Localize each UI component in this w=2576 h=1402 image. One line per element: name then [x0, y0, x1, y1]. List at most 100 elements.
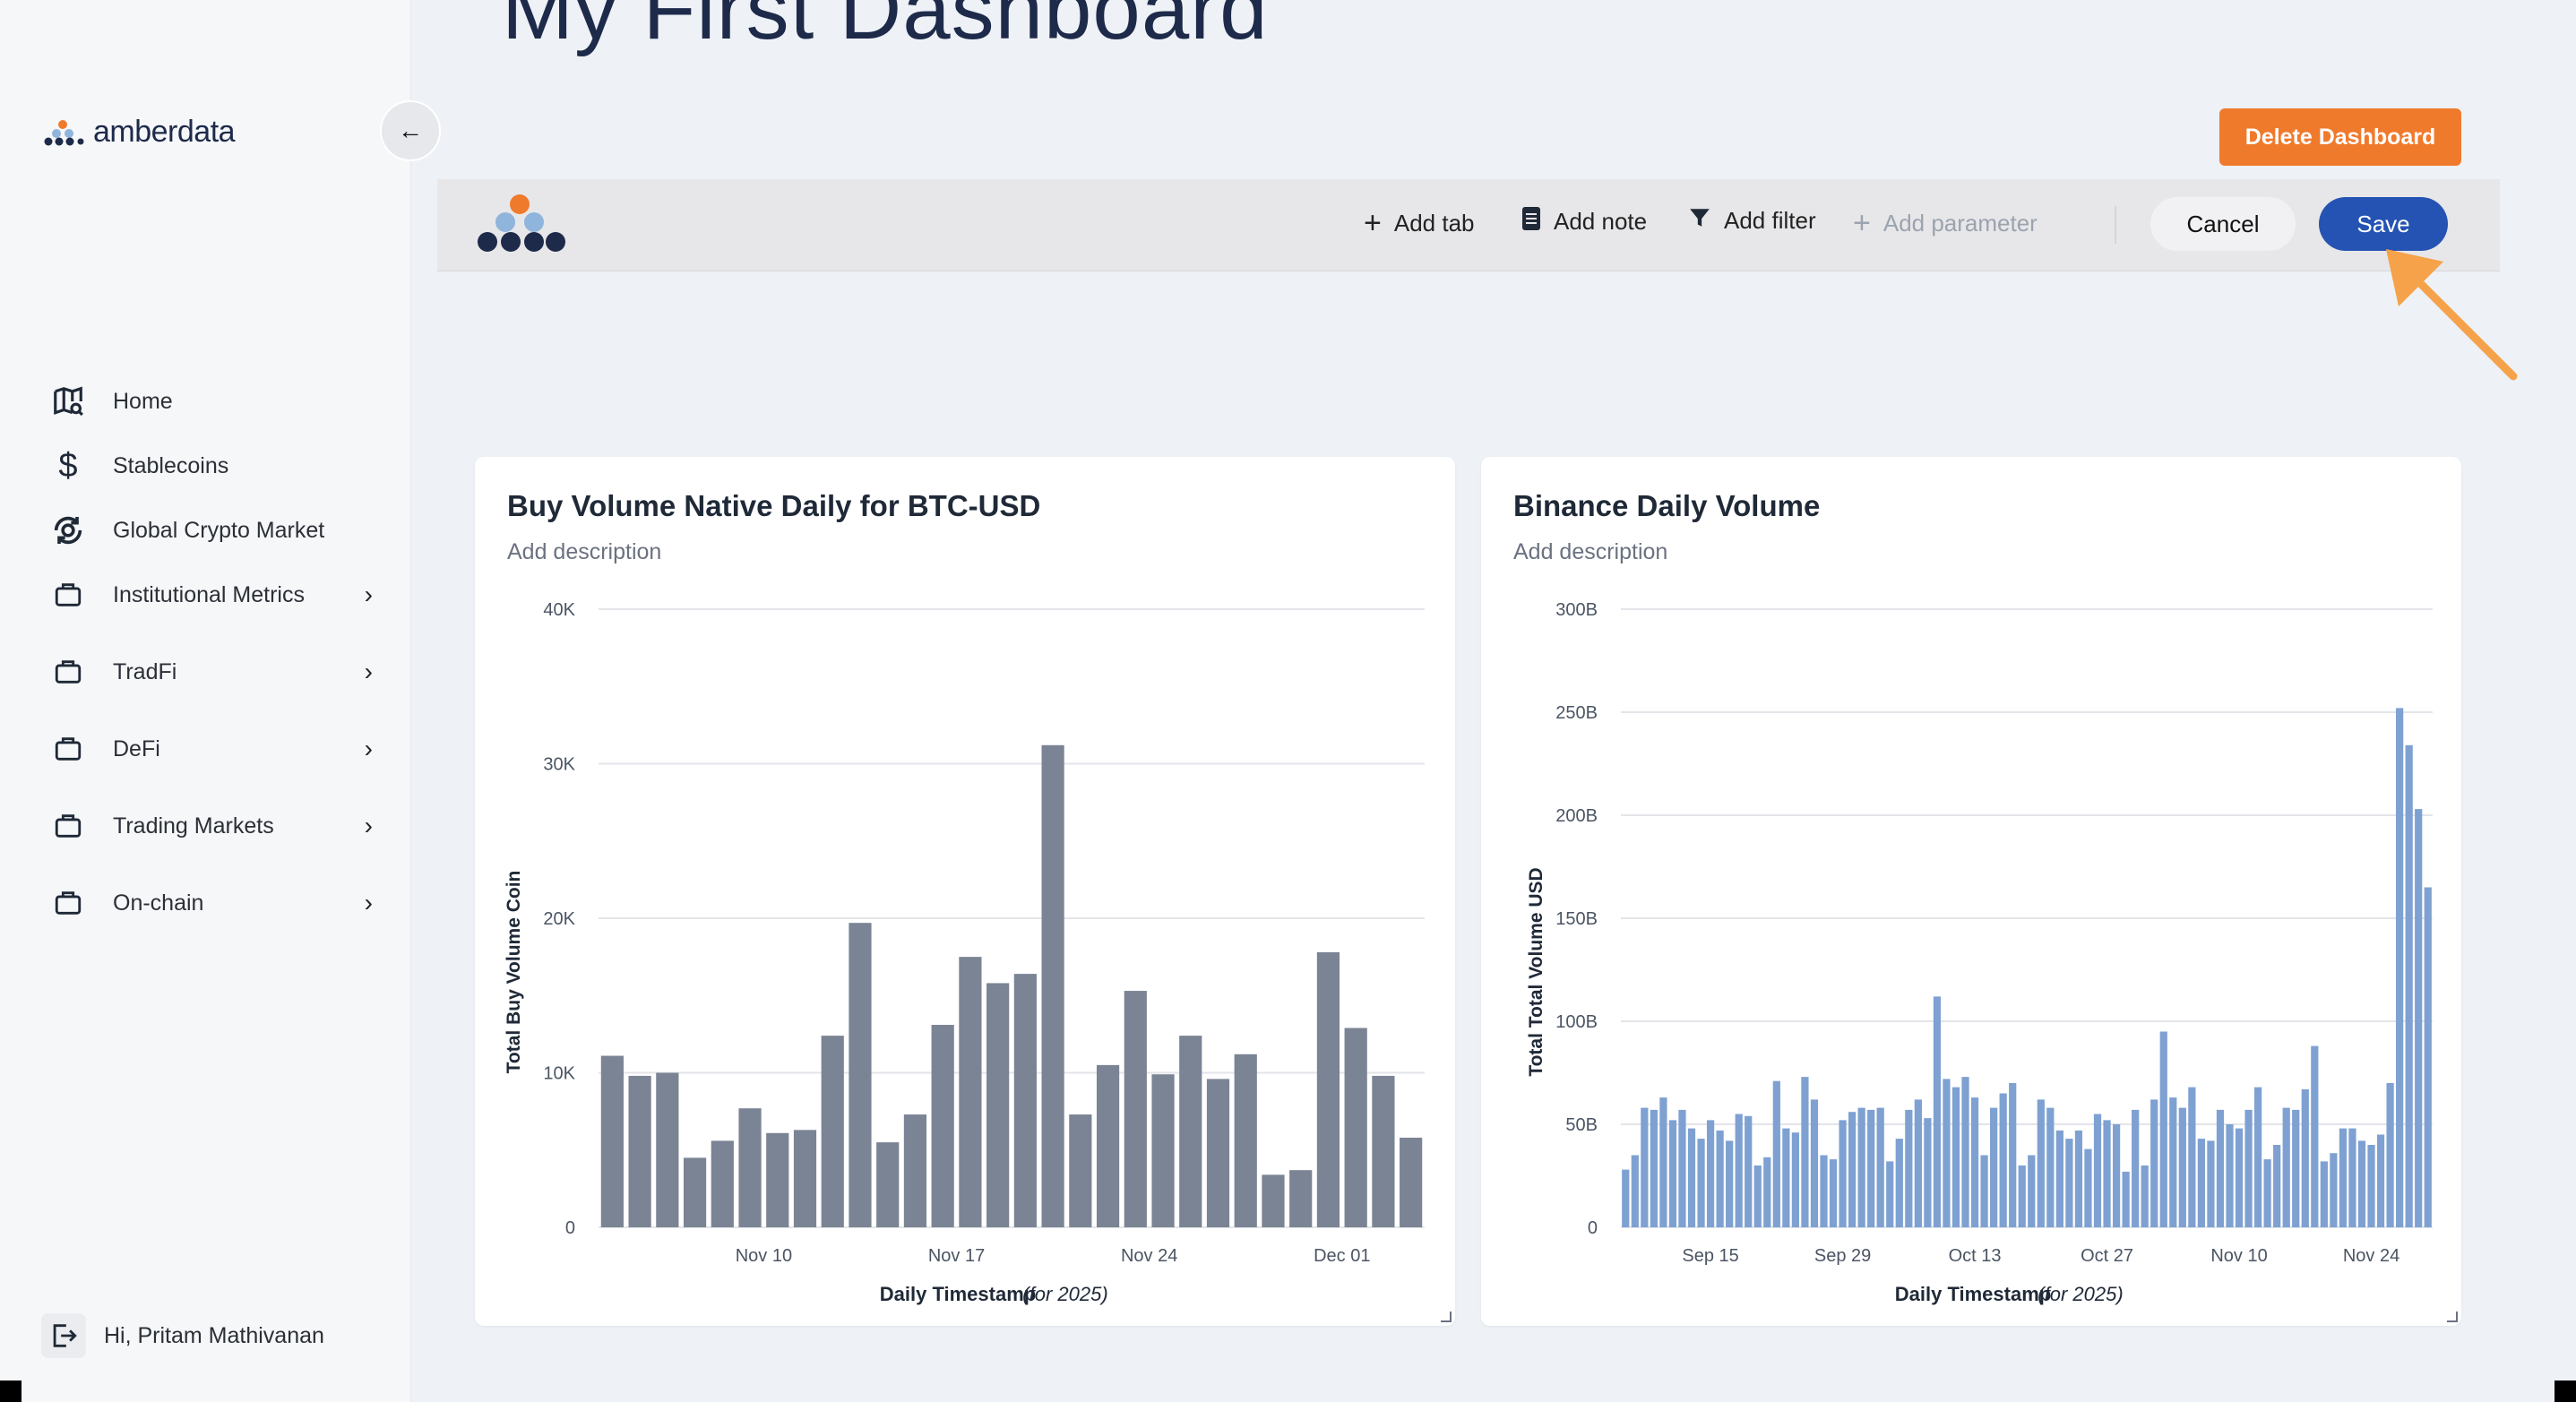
bar-chart-binance-volume: 0 50B 100B 150B 200B 250B 300B Sep 15 Sep 29 Oct …: [1526, 600, 2433, 1305]
x-tick-label: Oct 27: [2081, 1246, 2133, 1266]
bar: [1951, 1087, 1960, 1227]
bar: [1372, 1075, 1395, 1227]
sidebar-item-tradfi[interactable]: TradFi ›: [50, 647, 373, 697]
x-tick-label: Nov 24: [2343, 1246, 2399, 1266]
chevron-right-icon: ›: [364, 581, 373, 608]
bar: [2282, 1107, 2290, 1227]
user-greeting: Hi, Pritam Mathivanan: [104, 1322, 324, 1348]
y-tick-label: 30K: [543, 755, 575, 775]
bar: [1622, 1169, 1630, 1227]
bar: [2263, 1159, 2271, 1227]
bar: [2253, 1087, 2262, 1227]
bar: [1650, 1109, 1658, 1227]
y-tick-label: 40K: [543, 600, 575, 620]
page-title[interactable]: My First Dashboard: [502, 0, 1269, 57]
collapse-sidebar-button[interactable]: ←: [380, 100, 441, 161]
toolbar-logo-icon: [473, 192, 566, 262]
bar: [821, 1036, 844, 1227]
bar: [1782, 1128, 1790, 1227]
card-description[interactable]: Add description: [507, 539, 662, 564]
bar: [1886, 1161, 1894, 1227]
bar: [1857, 1107, 1865, 1227]
add-tab-label: Add tab: [1393, 210, 1475, 237]
briefcase-icon: [50, 654, 86, 690]
bar: [2055, 1130, 2063, 1227]
card-title[interactable]: Buy Volume Native Daily for BTC-USD: [507, 489, 1041, 522]
bar: [1262, 1174, 1285, 1227]
bar: [1876, 1107, 1884, 1227]
sidebar-item-label: On-chain: [113, 890, 204, 916]
bar: [1234, 1054, 1257, 1227]
y-tick-label: 20K: [543, 909, 575, 929]
y-tick-label: 200B: [1555, 806, 1598, 826]
briefcase-icon: [50, 808, 86, 844]
bar: [2235, 1128, 2244, 1227]
bar: [1316, 951, 1340, 1227]
bar: [1641, 1107, 1649, 1227]
bar: [2405, 744, 2413, 1227]
bar: [1124, 991, 1147, 1227]
bar: [2197, 1139, 2206, 1227]
bar: [903, 1114, 927, 1227]
bar: [1631, 1155, 1639, 1227]
card-description[interactable]: Add description: [1513, 539, 1668, 564]
y-tick-label: 0: [565, 1218, 575, 1238]
amberdata-logo[interactable]: amberdata: [41, 115, 236, 150]
y-tick-label: 10K: [543, 1064, 575, 1084]
bar: [2357, 1140, 2366, 1227]
bar: [2188, 1087, 2196, 1227]
chart-card-binance-volume[interactable]: Binance Daily Volume Add description 0 50…: [1481, 457, 2461, 1326]
sidebar-item-label: Stablecoins: [113, 452, 229, 478]
cancel-button[interactable]: Cancel: [2150, 197, 2296, 251]
bar: [986, 983, 1010, 1227]
bar: [1753, 1165, 1762, 1227]
bar: [656, 1072, 679, 1227]
sidebar-item-institutional-metrics[interactable]: Institutional Metrics ›: [50, 570, 373, 620]
bar: [1820, 1155, 1828, 1227]
logout-icon[interactable]: [41, 1313, 86, 1358]
sidebar-item-trading-markets[interactable]: Trading Markets ›: [50, 801, 373, 851]
bar: [876, 1142, 900, 1227]
bar: [2367, 1145, 2375, 1227]
toolbar-divider: [2115, 206, 2116, 244]
y-tick-label: 300B: [1555, 600, 1598, 620]
sidebar-item-label: TradFi: [113, 658, 177, 684]
bar: [2339, 1128, 2348, 1227]
add-note-label: Add note: [1554, 208, 1648, 235]
bar: [2415, 809, 2423, 1227]
card-title[interactable]: Binance Daily Volume: [1513, 489, 1821, 522]
bar: [2028, 1155, 2036, 1227]
bar: [2292, 1109, 2300, 1227]
bar: [849, 923, 872, 1227]
sidebar-item-on-chain[interactable]: On-chain ›: [50, 878, 373, 928]
chart-card-btc-buy-volume[interactable]: Buy Volume Native Daily for BTC-USD Add …: [475, 457, 1455, 1326]
delete-dashboard-button[interactable]: Delete Dashboard: [2219, 108, 2461, 166]
save-button[interactable]: Save: [2319, 197, 2448, 251]
bar: [2169, 1097, 2177, 1227]
sidebar-item-global-crypto-market[interactable]: Global Crypto Market: [50, 505, 373, 555]
add-filter-button[interactable]: Add filter: [1688, 206, 1816, 236]
window-corner: [2554, 1380, 2576, 1402]
user-menu[interactable]: Hi, Pritam Mathivanan: [41, 1313, 324, 1358]
add-parameter-button[interactable]: + Add parameter: [1853, 206, 2038, 241]
add-note-button[interactable]: Add note: [1521, 206, 1647, 237]
briefcase-icon: [50, 731, 86, 767]
bar: [766, 1132, 789, 1227]
x-tick-label: Nov 17: [928, 1246, 985, 1266]
bar: [1659, 1097, 1667, 1227]
bar: [1961, 1077, 1969, 1227]
bar: [2376, 1134, 2385, 1227]
bar: [2084, 1148, 2092, 1227]
bar: [2093, 1114, 2102, 1227]
chevron-right-icon: ›: [364, 658, 373, 685]
resize-handle[interactable]: [1441, 1312, 1452, 1322]
resize-handle[interactable]: [2447, 1312, 2458, 1322]
add-tab-button[interactable]: + Add tab: [1364, 206, 1475, 241]
bar: [1905, 1109, 1913, 1227]
sidebar-item-home[interactable]: Home: [50, 376, 373, 426]
chevron-right-icon: ›: [364, 812, 373, 839]
bar: [2037, 1099, 2045, 1227]
bar: [2178, 1107, 2186, 1227]
sidebar-item-defi[interactable]: DeFi ›: [50, 724, 373, 774]
sidebar-item-stablecoins[interactable]: $ Stablecoins: [50, 441, 373, 491]
